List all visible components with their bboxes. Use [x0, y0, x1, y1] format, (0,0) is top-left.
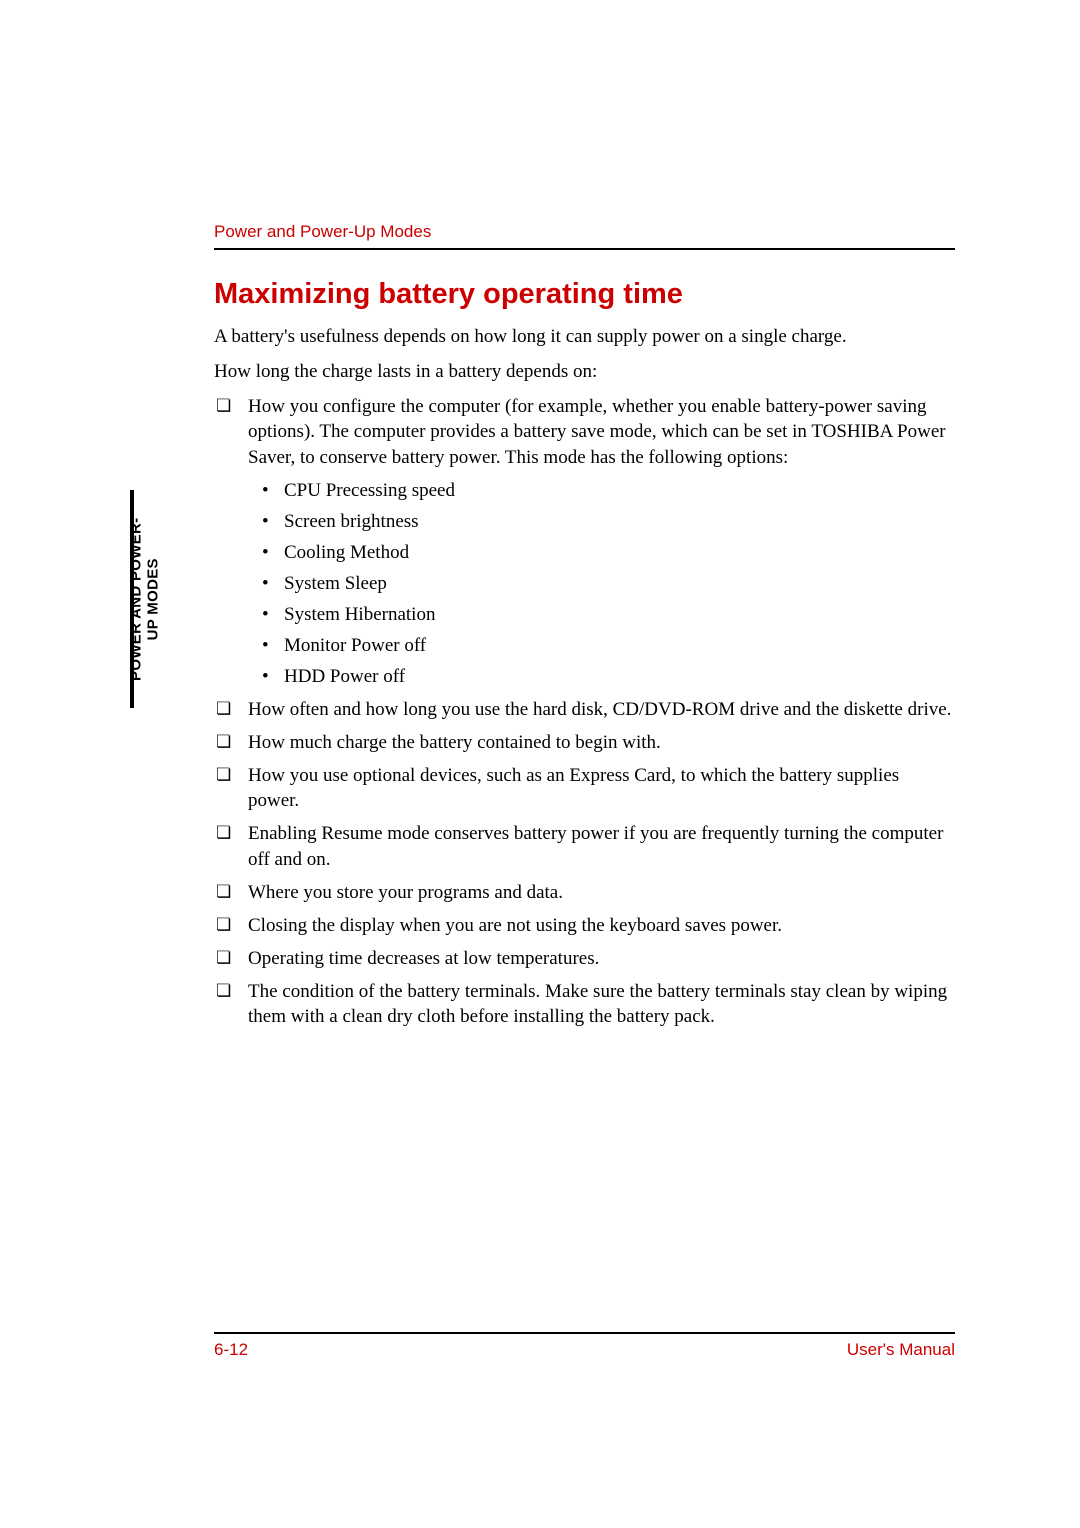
list-item: Operating time decreases at low temperat… [214, 946, 955, 971]
list-item: Where you store your programs and data. [214, 880, 955, 905]
footer: 6-12 User's Manual [214, 1332, 955, 1360]
sub-list-item: HDD Power off [258, 664, 955, 689]
side-tab-text: POWER AND POWER- UP MODES [128, 517, 163, 680]
intro-paragraph-1: A battery's usefulness depends on how lo… [214, 325, 955, 350]
side-tab-line2: UP MODES [145, 558, 162, 640]
list-item: How much charge the battery contained to… [214, 730, 955, 755]
sub-list-item: Cooling Method [258, 540, 955, 565]
list-item: How you configure the computer (for exam… [214, 394, 955, 689]
main-list: How you configure the computer (for exam… [214, 394, 955, 1029]
sub-list-item: System Hibernation [258, 602, 955, 627]
running-head: Power and Power-Up Modes [214, 222, 955, 242]
sub-list: CPU Precessing speed Screen brightness C… [248, 478, 955, 690]
manual-label: User's Manual [847, 1340, 955, 1360]
page: POWER AND POWER- UP MODES Power and Powe… [0, 0, 1080, 1528]
sub-list-item: Monitor Power off [258, 633, 955, 658]
side-tab-line1: POWER AND POWER- [128, 517, 145, 680]
list-item: How often and how long you use the hard … [214, 697, 955, 722]
section-title: Maximizing battery operating time [214, 278, 955, 311]
sub-list-item: System Sleep [258, 571, 955, 596]
footer-row: 6-12 User's Manual [214, 1340, 955, 1360]
sub-list-item: CPU Precessing speed [258, 478, 955, 503]
list-item: Enabling Resume mode conserves battery p… [214, 821, 955, 871]
side-tab: POWER AND POWER- UP MODES [130, 490, 156, 708]
sub-list-item: Screen brightness [258, 509, 955, 534]
footer-rule [214, 1332, 955, 1334]
list-item: How you use optional devices, such as an… [214, 763, 955, 813]
header-rule [214, 248, 955, 250]
list-item-text: How you configure the computer (for exam… [248, 396, 946, 467]
list-item: The condition of the battery terminals. … [214, 979, 955, 1029]
list-item: Closing the display when you are not usi… [214, 913, 955, 938]
intro-paragraph-2: How long the charge lasts in a battery d… [214, 360, 955, 385]
page-number: 6-12 [214, 1340, 248, 1360]
